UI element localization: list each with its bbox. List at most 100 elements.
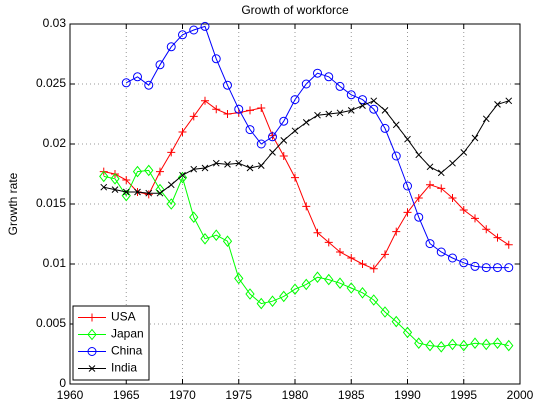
marker [234,104,244,114]
marker [369,264,378,273]
marker [189,112,198,121]
marker [437,169,445,177]
marker [347,254,356,262]
marker [459,258,469,268]
legend-label: USA [111,310,136,324]
marker [267,132,278,142]
chart-title: Growth of workforce [241,3,349,17]
x-tick-label: 1975 [225,388,252,402]
x-tick-label: 1980 [282,388,309,402]
marker [425,339,435,352]
marker [134,188,141,196]
marker [481,338,491,351]
marker [166,42,176,52]
marker [246,106,254,115]
marker [122,176,131,184]
marker [290,95,300,105]
marker [392,227,401,236]
marker [269,149,276,156]
marker [189,211,199,224]
marker [166,198,176,210]
marker [155,183,165,196]
marker [436,340,446,353]
marker [267,295,278,308]
y-tick-label: 0.03 [43,16,67,30]
x-tick-label: 1985 [338,388,365,402]
marker [245,125,255,135]
marker [449,159,456,167]
marker [437,184,446,193]
marker [111,186,119,193]
marker [313,228,322,237]
marker [481,263,491,273]
marker [482,225,491,234]
y-tick-label: 0 [59,376,66,390]
marker [471,214,479,223]
marker [201,96,209,105]
marker [492,337,503,350]
marker [211,229,221,242]
marker [325,110,333,118]
x-tick-label: 1960 [57,388,84,402]
legend-box [72,305,150,381]
y-axis-label: Growth rate [6,172,20,235]
marker [279,116,289,126]
marker [403,208,412,217]
marker [369,104,379,114]
marker [167,148,176,157]
marker [470,337,480,350]
legend-marker [88,313,96,322]
marker [257,162,265,169]
marker [425,239,435,249]
marker [459,339,469,352]
marker [302,119,310,126]
marker [302,202,311,211]
marker [447,253,458,263]
marker [177,30,188,40]
marker [336,109,344,117]
marker [121,189,131,202]
plot-frame [69,23,521,385]
marker [358,260,367,268]
legend-marker [87,347,97,356]
marker [179,171,186,179]
marker [447,338,458,351]
marker [200,232,210,245]
marker [211,54,221,64]
marker [380,123,390,133]
marker [392,121,400,129]
marker [324,238,333,247]
y-tick-label: 0.025 [36,76,66,90]
x-tick-label: 1995 [450,388,477,402]
marker [256,139,266,149]
marker [100,183,108,191]
marker [370,97,378,105]
marker [167,181,175,189]
marker [459,206,468,214]
marker [212,159,220,167]
legend-marker [87,328,97,341]
marker [290,283,300,296]
marker [493,233,502,242]
marker [314,111,321,119]
y-tick-label: 0.015 [36,196,66,210]
marker [201,164,209,172]
marker [346,282,356,294]
marker [291,127,299,135]
marker [402,181,413,191]
marker [234,272,244,285]
marker [256,297,266,310]
marker [460,149,468,156]
marker [494,101,501,108]
y-tick-label: 0.02 [43,136,67,150]
marker [121,78,131,88]
marker [404,135,411,143]
marker [335,81,345,91]
marker [178,128,187,136]
marker [245,288,255,300]
marker [235,159,243,167]
marker [279,152,288,160]
marker [357,286,368,299]
legend-label: India [111,361,137,375]
marker [470,261,480,271]
